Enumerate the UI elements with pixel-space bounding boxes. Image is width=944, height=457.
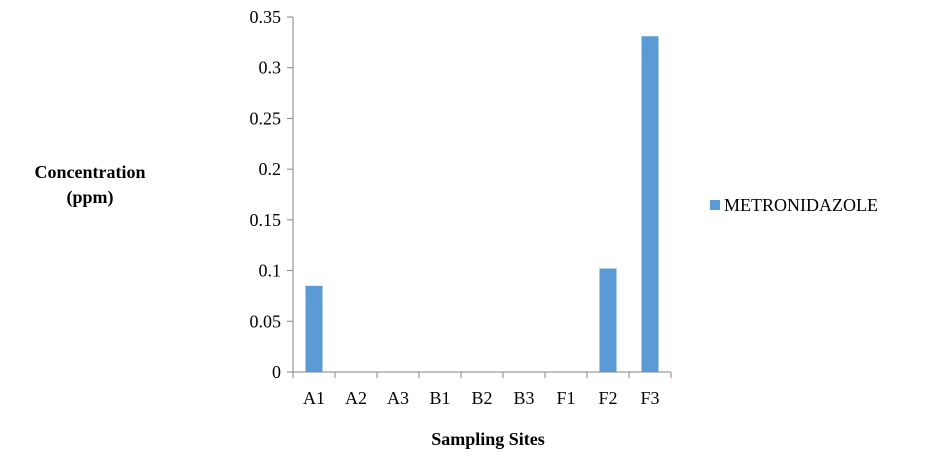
y-tick-label: 0.25 <box>250 108 282 128</box>
bar-a1 <box>305 285 323 372</box>
y-axis-ticks: 0 0.05 0.1 0.15 0.2 0.25 0.3 0.35 <box>250 7 293 382</box>
x-tick-label: F2 <box>598 388 617 408</box>
y-axis-title-line-1: Concentration <box>35 162 146 182</box>
y-tick-label: 0.3 <box>259 58 282 78</box>
legend-label: METRONIDAZOLE <box>724 195 878 215</box>
bar-f2 <box>599 268 617 372</box>
bar-f3 <box>641 36 659 373</box>
legend: METRONIDAZOLE <box>710 195 878 215</box>
x-tick-label: B1 <box>429 388 450 408</box>
x-tick-label: A2 <box>345 388 367 408</box>
x-tick-label: B3 <box>513 388 534 408</box>
y-axis-title: Concentration (ppm) <box>35 162 146 208</box>
x-axis-title: Sampling Sites <box>431 429 545 449</box>
y-tick-label: 0.2 <box>259 159 282 179</box>
x-axis-ticks: A1 A2 A3 B1 B2 B3 F1 F2 F3 <box>292 372 672 408</box>
x-tick-label: A3 <box>387 388 409 408</box>
x-tick-label: B2 <box>471 388 492 408</box>
y-tick-label: 0.35 <box>250 7 282 27</box>
axes <box>292 17 671 373</box>
y-tick-label: 0 <box>272 362 281 382</box>
x-tick-label: F3 <box>640 388 659 408</box>
bars <box>305 36 659 373</box>
y-axis-title-line-2: (ppm) <box>66 187 113 208</box>
x-tick-label: A1 <box>303 388 325 408</box>
y-tick-label: 0.1 <box>259 261 282 281</box>
y-tick-label: 0.15 <box>250 210 282 230</box>
y-tick-label: 0.05 <box>250 311 282 331</box>
legend-swatch <box>710 200 720 210</box>
x-tick-label: F1 <box>556 388 575 408</box>
